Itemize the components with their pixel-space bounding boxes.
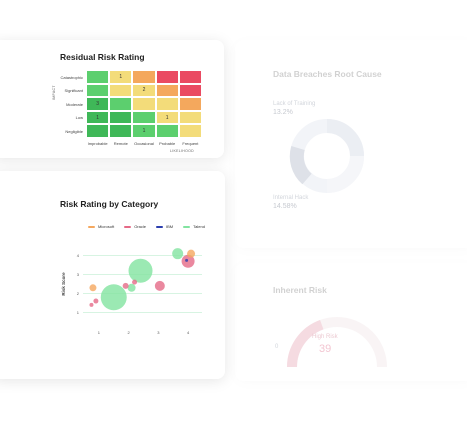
heatmap-cell[interactable] [155,97,179,111]
training-label: Lack of Training [273,101,316,107]
bubble-oracle[interactable] [132,279,138,285]
heatmap-cell[interactable] [109,110,133,125]
heatmap-cell[interactable] [155,70,179,84]
bubble-oracle[interactable] [93,298,99,304]
heatmap-row-label: Moderate [66,101,83,107]
y-tick-label: 3 [77,272,80,277]
heatmap-cell[interactable]: 1 [86,110,110,125]
inherent-card: Inherent Risk 0 High Risk 39 [235,263,467,381]
heatmap-cell[interactable]: 1 [132,124,156,138]
heatmap-cell[interactable] [178,70,202,84]
heatmap-cell[interactable] [178,83,202,98]
internal-hack-label: Internal Hack [273,195,309,201]
likelihood-axis-label: LIKELIHOOD [170,149,195,153]
x-tick-label: 3 [157,330,160,335]
y-axis-label: Risk Score [61,272,66,296]
y-tick-label: 2 [77,291,80,296]
heatmap-column-label: Improbable [87,141,108,146]
inherent-title: Inherent Risk [273,285,327,295]
x-tick-label: 4 [187,330,190,335]
heatmap-column-label: Occasional [134,141,154,146]
bubble-microsoft[interactable] [187,249,196,258]
heatmap-row-label: Low [75,115,83,121]
heatmap-cell[interactable] [132,110,156,125]
bubble-chart: 1 2 3 4 1 2 3 4 Risk Score [61,248,202,335]
heatmap-column-label: Probable [159,141,176,146]
heatmap-cell[interactable] [86,83,110,98]
legend-label: Microsoft [98,224,115,229]
category-card: Risk Rating by Category Microsoft Oracle I… [0,171,225,379]
chart-legend: Microsoft Oracle IBM Talend [88,224,205,229]
legend-item[interactable]: IBM [156,224,173,229]
breaches-card: Data Breaches Root Cause Lack of Trainin… [235,40,467,248]
gauge-caption: High Risk [312,334,338,340]
bubble-oracle[interactable] [122,282,129,289]
root-cause-donut [289,119,364,193]
legend-label: IBM [166,224,174,229]
heatmap-cell[interactable] [109,97,133,111]
heatmap-cell[interactable] [178,124,202,138]
risk-gauge [287,317,387,368]
heatmap-cell[interactable] [86,70,110,84]
legend-label: Oracle [134,224,147,229]
bubble-talend[interactable] [128,258,153,283]
heatmap-row-label: Significant [64,88,83,94]
heatmap-cell[interactable]: 3 [86,97,110,111]
x-tick-label: 1 [98,330,101,335]
y-tick-label: 4 [77,253,80,258]
legend-swatch [124,225,132,228]
residual-risk-title: Residual Risk Rating [60,52,145,62]
bubble-oracle[interactable] [181,254,195,268]
bubble-oracle[interactable] [89,302,94,307]
legend-item[interactable]: Oracle [124,224,146,229]
heatmap-cell[interactable] [155,124,179,138]
legend-swatch [88,225,95,228]
legend-label: Talend [193,224,205,229]
category-title: Risk Rating by Category [60,199,159,209]
breaches-title: Data Breaches Root Cause [273,69,382,79]
heatmap-cell[interactable] [178,110,202,125]
bubble-talend[interactable] [127,283,136,292]
residual-risk-card: Residual Risk Rating IMPACT LIKELIHOOD C… [0,40,224,158]
heatmap-cell[interactable] [86,124,110,138]
heatmap-cell[interactable]: 1 [155,110,179,125]
heatmap-cell[interactable] [178,97,202,111]
legend-item[interactable]: Microsoft [88,224,114,229]
heatmap-cell[interactable]: 2 [132,83,156,98]
bubble-microsoft[interactable] [89,284,97,292]
gauge-value: 39 [319,343,332,355]
y-tick-label: 1 [77,310,80,315]
heatmap-cell[interactable] [155,83,179,98]
heatmap-cell[interactable]: 1 [109,70,133,84]
heatmap-column-label: Frequent [182,141,199,146]
heatmap-cell[interactable] [109,83,133,98]
heatmap-row-label: Catastrophic [60,74,83,80]
bubble-talend[interactable] [172,248,184,260]
heatmap-cell[interactable] [132,70,156,84]
bubble-ibm[interactable] [185,258,189,262]
heatmap-cell[interactable] [109,124,133,138]
training-value: 13.2% [273,109,293,116]
heatmap-row-label: Negligible [65,128,83,134]
legend-swatch [183,225,191,228]
internal-hack-value: 14.58% [273,203,297,210]
bubble-oracle[interactable] [154,280,165,291]
legend-swatch [156,225,164,228]
x-tick-label: 2 [128,330,131,335]
heatmap-column-label: Remote [113,141,128,146]
gauge-min-label: 0 [275,344,279,350]
heatmap-cell[interactable] [132,97,156,111]
bubble-talend[interactable] [100,284,127,311]
legend-item[interactable]: Talend [183,224,205,229]
